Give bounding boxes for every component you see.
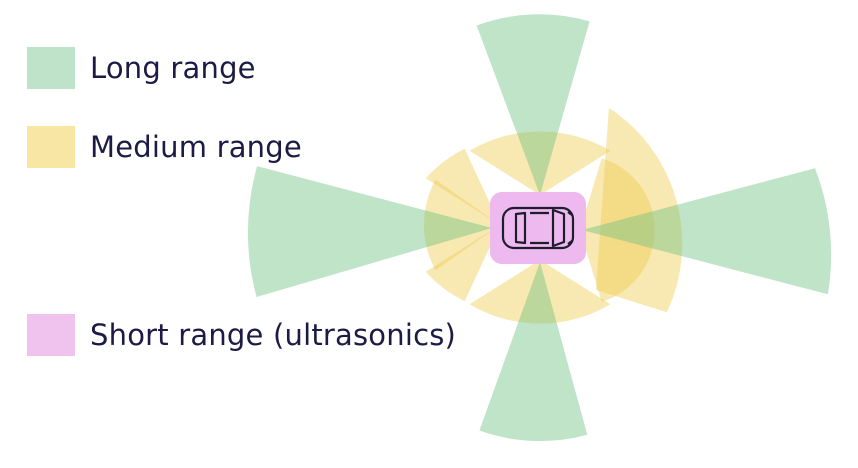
medium-range-right-side-sector [580,158,655,302]
medium-range-zones [423,107,683,324]
long-range-left-beam [247,166,492,297]
medium-range-right-corner-lobe [596,107,683,313]
legend-label-medium-range: Medium range [90,130,302,164]
medium-range-front-sector [469,131,611,195]
medium-range-rear-sector [469,260,611,324]
legend-swatch-medium-range [27,126,75,168]
medium-range-left-rear-sector [425,225,500,302]
legend-swatch-long-range [27,47,75,89]
long-range-right-beam [582,168,832,295]
legend-item-long-range: Long range [27,47,256,89]
legend-label-long-range: Long range [90,51,256,85]
legend-swatch-short-range [27,314,75,356]
medium-range-left-front-sector [425,148,500,225]
long-range-front-beam [476,14,590,196]
legend-item-short-range: Short range (ultrasonics) [27,314,456,356]
short-range-ultrasonic-zone [490,192,586,264]
long-range-zones [247,14,832,442]
medium-range-left-side-sector [423,179,500,271]
long-range-rear-beam [479,262,588,442]
car-icon [501,206,575,250]
legend-item-medium-range: Medium range [27,126,302,168]
legend-label-short-range: Short range (ultrasonics) [90,318,457,352]
